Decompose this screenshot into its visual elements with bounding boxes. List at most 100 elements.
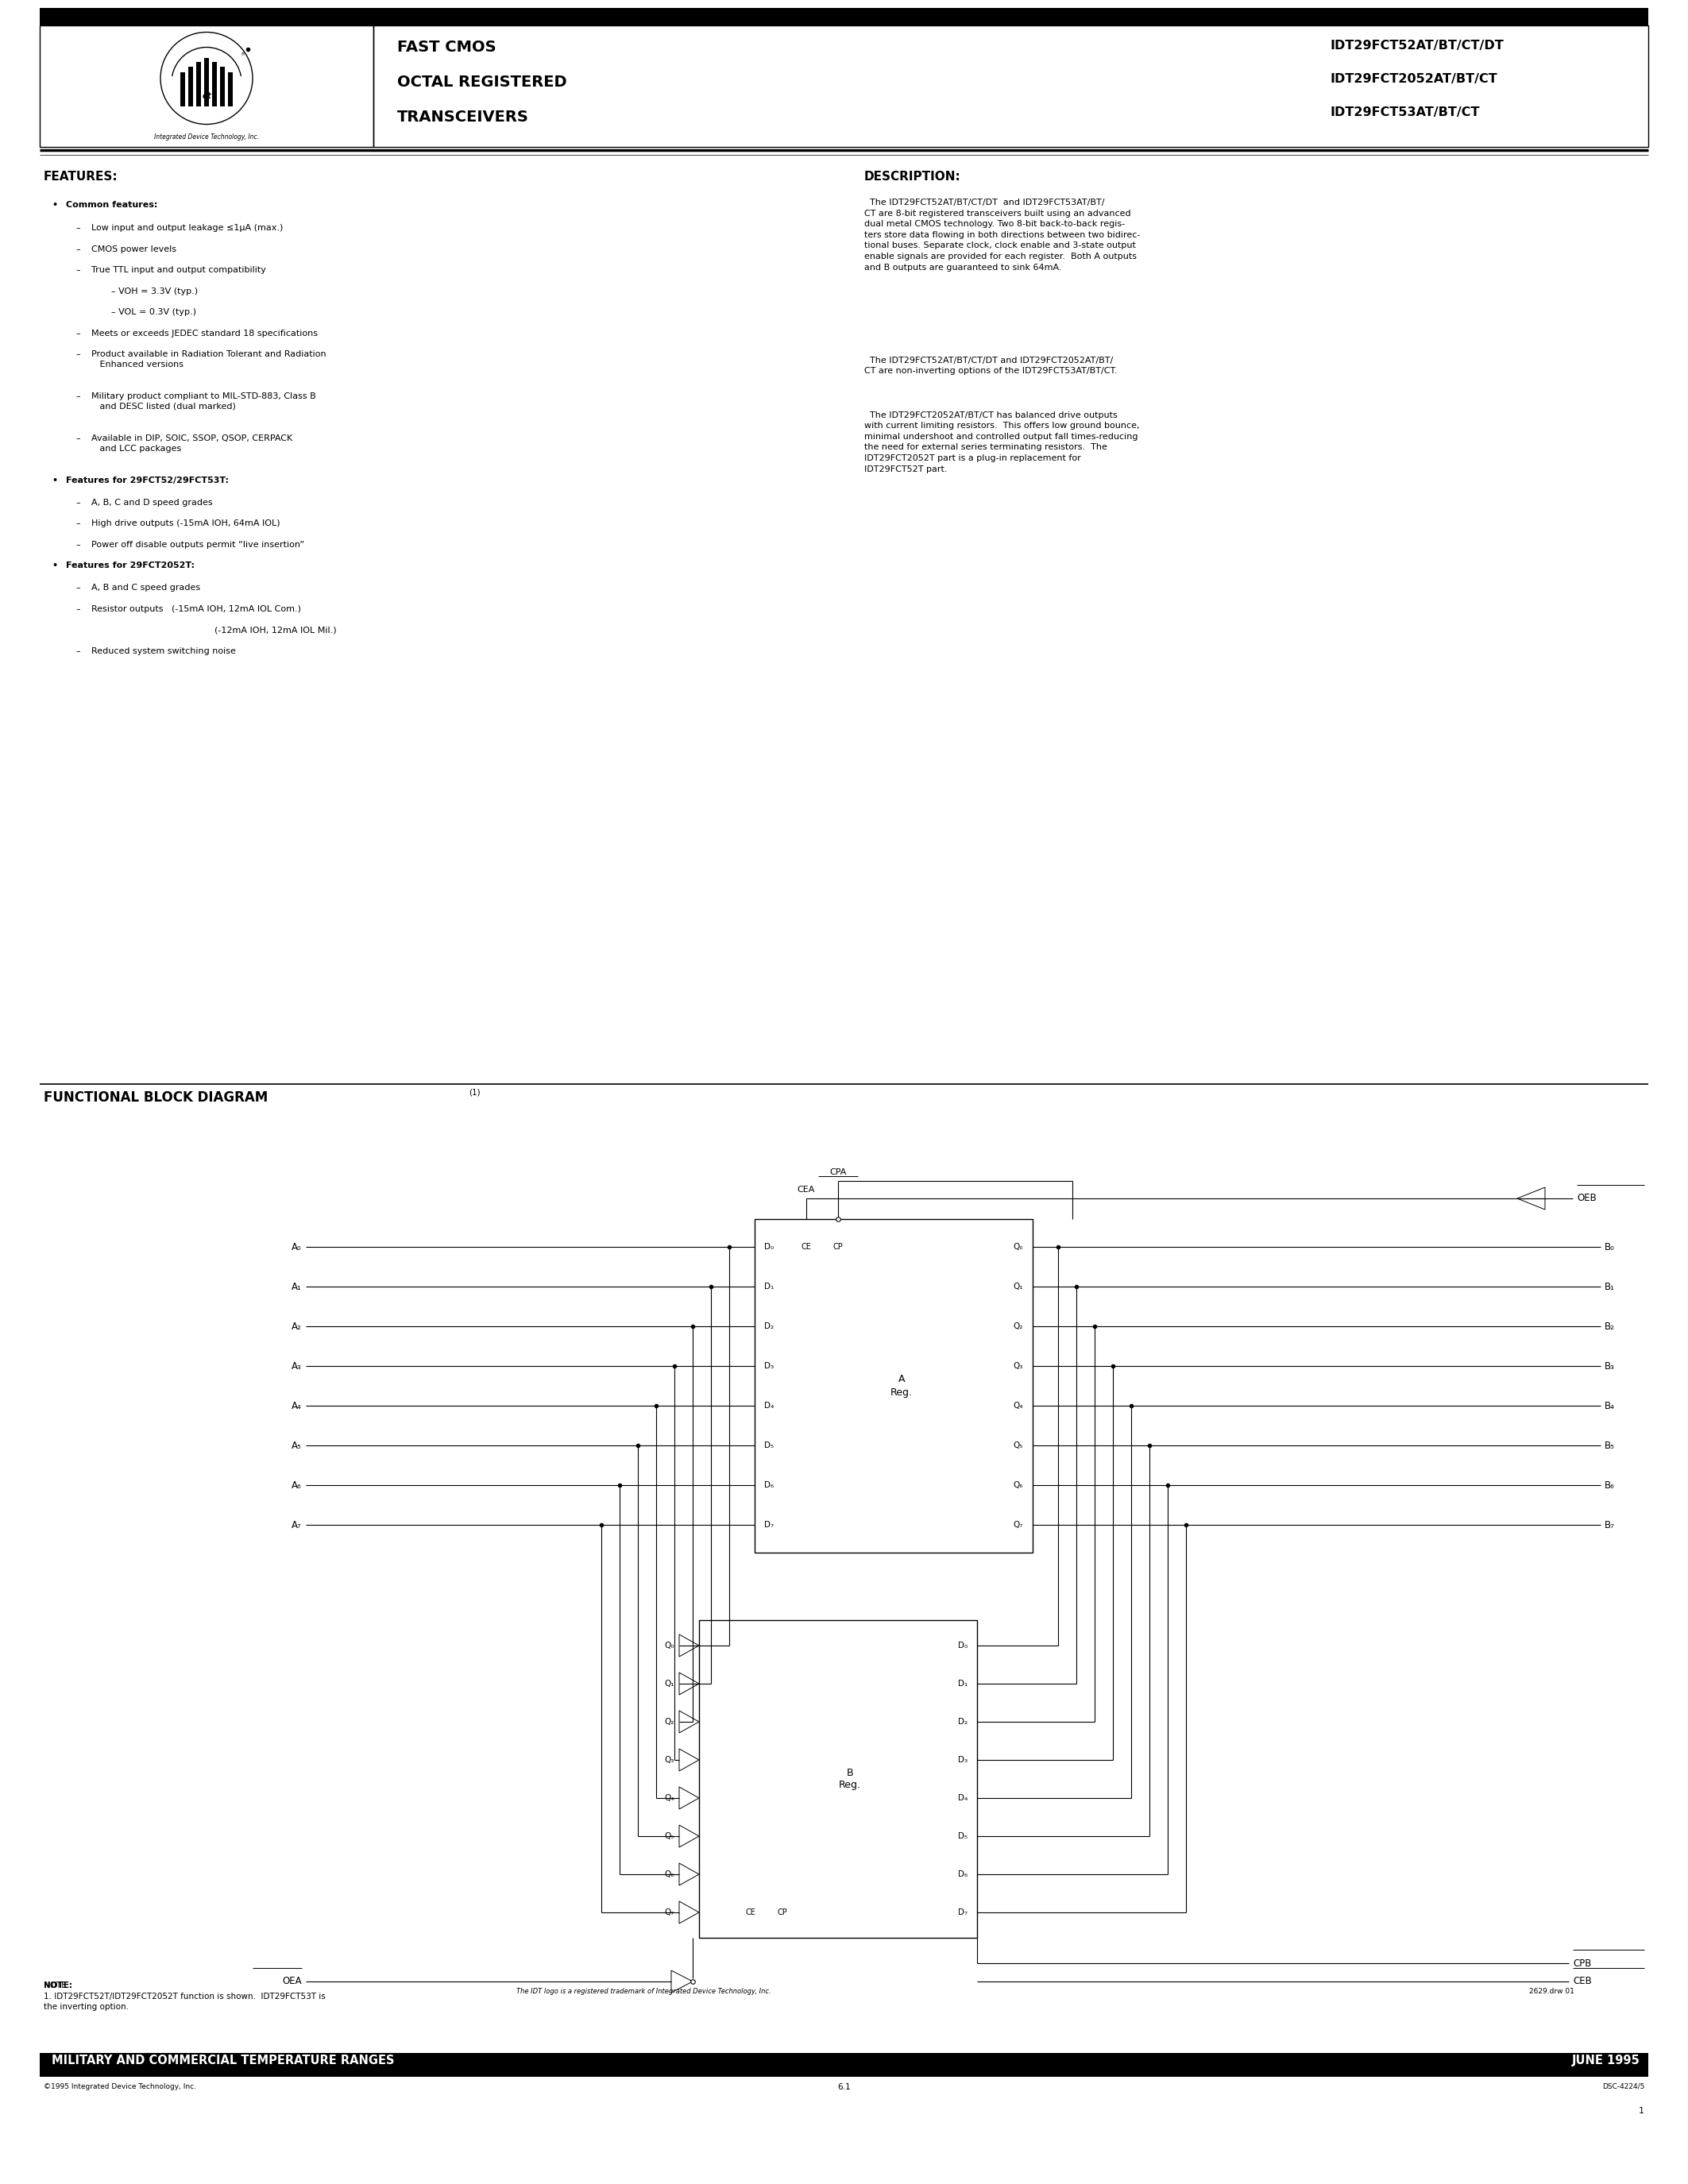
- Text: B₁: B₁: [1605, 1282, 1615, 1291]
- Text: CE: CE: [802, 1243, 812, 1251]
- Text: 6.1: 6.1: [837, 2084, 851, 2090]
- Text: OEA: OEA: [282, 1977, 302, 1987]
- Text: Q₂: Q₂: [665, 1719, 675, 1725]
- Text: D₅: D₅: [957, 1832, 967, 1841]
- Text: –: –: [76, 245, 79, 253]
- Text: The IDT29FCT52AT/BT/CT/DT and IDT29FCT2052AT/BT/
CT are non-inverting options of: The IDT29FCT52AT/BT/CT/DT and IDT29FCT20…: [864, 356, 1117, 376]
- Text: D₆: D₆: [765, 1481, 773, 1489]
- Text: DESCRIPTION:: DESCRIPTION:: [864, 170, 960, 183]
- Text: Power off disable outputs permit “live insertion”: Power off disable outputs permit “live i…: [91, 542, 304, 548]
- Polygon shape: [672, 1970, 692, 1992]
- Text: Q₅: Q₅: [1013, 1441, 1023, 1450]
- Text: D₅: D₅: [765, 1441, 773, 1450]
- Text: –: –: [76, 520, 79, 529]
- Text: The IDT logo is a registered trademark of Integrated Device Technology, Inc.: The IDT logo is a registered trademark o…: [517, 1987, 771, 1994]
- Text: D₄: D₄: [765, 1402, 773, 1409]
- Text: –: –: [76, 349, 79, 358]
- Text: D₂: D₂: [765, 1321, 773, 1330]
- Text: Q₃: Q₃: [665, 1756, 675, 1765]
- Polygon shape: [679, 1902, 699, 1924]
- Text: –: –: [76, 330, 79, 336]
- Text: A₃: A₃: [292, 1361, 302, 1372]
- Text: CPB: CPB: [1573, 1959, 1592, 1968]
- Text: B₅: B₅: [1605, 1439, 1615, 1450]
- Text: ®: ®: [240, 52, 245, 57]
- Text: 2629.drw 01: 2629.drw 01: [1529, 1987, 1575, 1994]
- Text: D₁: D₁: [765, 1282, 773, 1291]
- Text: Available in DIP, SOIC, SSOP, QSOP, CERPACK
   and LCC packages: Available in DIP, SOIC, SSOP, QSOP, CERP…: [91, 435, 292, 452]
- Text: High drive outputs (-15mA IOH, 64mA IOL): High drive outputs (-15mA IOH, 64mA IOL): [91, 520, 280, 529]
- Text: B
Reg.: B Reg.: [839, 1767, 861, 1791]
- Text: CMOS power levels: CMOS power levels: [91, 245, 176, 253]
- Text: Q₇: Q₇: [665, 1909, 675, 1915]
- Text: –: –: [76, 583, 79, 592]
- Text: A
Reg.: A Reg.: [891, 1374, 913, 1398]
- Text: The IDT29FCT2052AT/BT/CT has balanced drive outputs
with current limiting resist: The IDT29FCT2052AT/BT/CT has balanced dr…: [864, 411, 1139, 474]
- Text: –: –: [76, 646, 79, 655]
- Polygon shape: [679, 1787, 699, 1808]
- Bar: [228, 72, 233, 107]
- Text: B₂: B₂: [1605, 1321, 1615, 1332]
- Text: IDT29FCT2052AT/BT/CT: IDT29FCT2052AT/BT/CT: [1330, 72, 1497, 85]
- Text: –: –: [76, 266, 79, 275]
- Text: Features for 29FCT2052T:: Features for 29FCT2052T:: [66, 561, 194, 570]
- Text: A₆: A₆: [292, 1481, 302, 1489]
- Text: CP: CP: [778, 1909, 788, 1915]
- Text: DSC-4224/5: DSC-4224/5: [1602, 2084, 1644, 2090]
- Text: Product available in Radiation Tolerant and Radiation
   Enhanced versions: Product available in Radiation Tolerant …: [91, 349, 326, 369]
- Polygon shape: [1518, 1188, 1545, 1210]
- Text: Q₅: Q₅: [665, 1832, 675, 1841]
- Text: A₂: A₂: [292, 1321, 302, 1332]
- Bar: [41, 26, 373, 146]
- Text: B₄: B₄: [1605, 1400, 1615, 1411]
- Text: CEA: CEA: [797, 1186, 815, 1195]
- Bar: [213, 61, 216, 107]
- Text: B₃: B₃: [1605, 1361, 1615, 1372]
- Text: •: •: [52, 561, 57, 570]
- Text: Q₀: Q₀: [665, 1642, 675, 1649]
- Text: D₇: D₇: [765, 1520, 773, 1529]
- Text: –: –: [76, 605, 79, 614]
- Text: D₂: D₂: [957, 1719, 967, 1725]
- Polygon shape: [679, 1634, 699, 1658]
- Text: Q₁: Q₁: [665, 1679, 675, 1688]
- Bar: [41, 2053, 1647, 2077]
- Text: Q₆: Q₆: [665, 1870, 675, 1878]
- Text: 1: 1: [1639, 2108, 1644, 2114]
- Text: Q₀: Q₀: [1013, 1243, 1023, 1251]
- Text: IDT29FCT52AT/BT/CT/DT: IDT29FCT52AT/BT/CT/DT: [1330, 39, 1504, 52]
- Text: Resistor outputs   (-15mA IOH, 12mA IOL Com.): Resistor outputs (-15mA IOH, 12mA IOL Co…: [91, 605, 300, 614]
- Text: CP: CP: [832, 1243, 842, 1251]
- Polygon shape: [679, 1673, 699, 1695]
- Text: OEB: OEB: [1577, 1192, 1597, 1203]
- Text: –: –: [76, 225, 79, 232]
- Bar: [196, 61, 201, 107]
- Text: D₃: D₃: [765, 1363, 773, 1369]
- Text: •: •: [52, 476, 57, 485]
- Text: CE: CE: [746, 1909, 756, 1915]
- Text: FUNCTIONAL BLOCK DIAGRAM: FUNCTIONAL BLOCK DIAGRAM: [44, 1090, 268, 1105]
- Polygon shape: [679, 1710, 699, 1732]
- Text: – VOH = 3.3V (typ.): – VOH = 3.3V (typ.): [111, 288, 197, 295]
- Text: B₆: B₆: [1605, 1481, 1615, 1489]
- Text: •: •: [52, 201, 57, 210]
- Text: Q₇: Q₇: [1013, 1520, 1023, 1529]
- Text: Q₄: Q₄: [1013, 1402, 1023, 1409]
- Text: OCTAL REGISTERED: OCTAL REGISTERED: [397, 74, 567, 90]
- Text: A, B and C speed grades: A, B and C speed grades: [91, 583, 201, 592]
- Text: – VOL = 0.3V (typ.): – VOL = 0.3V (typ.): [111, 308, 196, 317]
- Text: Military product compliant to MIL-STD-883, Class B
   and DESC listed (dual mark: Military product compliant to MIL-STD-88…: [91, 393, 316, 411]
- Text: (1): (1): [469, 1088, 481, 1096]
- Text: D₁: D₁: [957, 1679, 967, 1688]
- Text: FEATURES:: FEATURES:: [44, 170, 118, 183]
- Text: Q₃: Q₃: [1013, 1363, 1023, 1369]
- Text: NOTE:: NOTE:: [44, 1981, 73, 1990]
- Text: Q₆: Q₆: [1013, 1481, 1023, 1489]
- Bar: [373, 26, 1647, 146]
- Text: Features for 29FCT52/29FCT53T:: Features for 29FCT52/29FCT53T:: [66, 476, 230, 485]
- Bar: [189, 66, 192, 107]
- Text: ©1995 Integrated Device Technology, Inc.: ©1995 Integrated Device Technology, Inc.: [44, 2084, 196, 2090]
- Text: D₄: D₄: [957, 1793, 967, 1802]
- Text: –: –: [76, 435, 79, 443]
- Text: –: –: [76, 393, 79, 400]
